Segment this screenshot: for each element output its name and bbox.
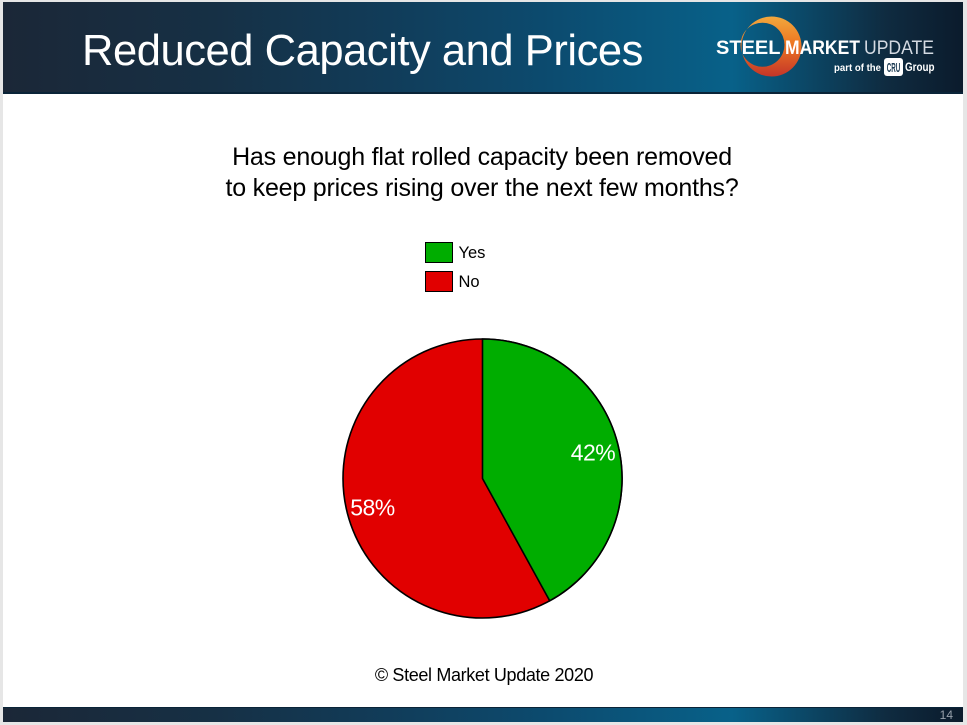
svg-text:part of the: part of the: [834, 62, 881, 74]
svg-text:42%: 42%: [571, 440, 616, 466]
svg-text:STEEL: STEEL: [716, 37, 781, 59]
svg-text:58%: 58%: [350, 495, 395, 521]
svg-text:CRU: CRU: [887, 61, 901, 75]
svg-text:UPDATE: UPDATE: [864, 37, 934, 59]
svg-text:MARKET: MARKET: [785, 37, 860, 59]
svg-text:Group: Group: [905, 62, 935, 74]
